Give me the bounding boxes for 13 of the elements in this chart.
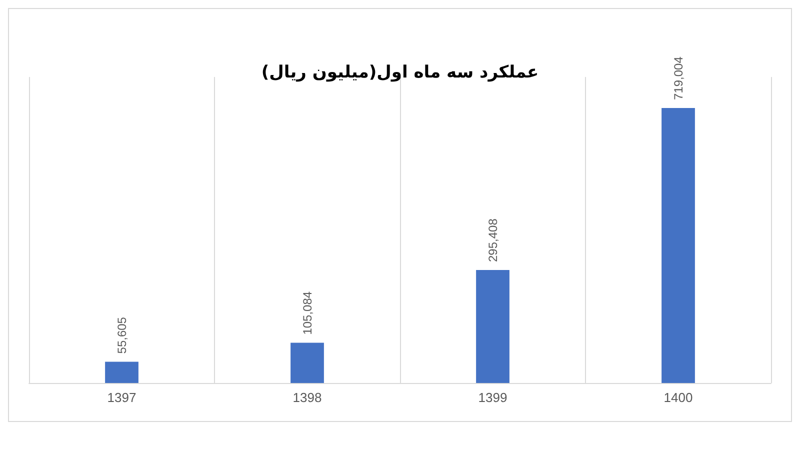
chart-title: عملکرد سه ماه اول(میلیون ریال) — [261, 62, 539, 82]
x-tick-label: 1398 — [292, 390, 322, 405]
x-tick-label: 1400 — [664, 390, 693, 405]
data-label: 719,004 — [671, 56, 686, 100]
x-tick-label: 1397 — [107, 390, 136, 405]
bar — [662, 108, 695, 383]
data-label: 295,408 — [486, 218, 500, 262]
bar — [105, 362, 138, 383]
data-label: 55,605 — [114, 316, 129, 354]
bar — [290, 342, 324, 383]
bar — [476, 270, 510, 383]
x-tick-label: 1399 — [478, 390, 508, 405]
data-label: 105,084 — [300, 291, 314, 335]
